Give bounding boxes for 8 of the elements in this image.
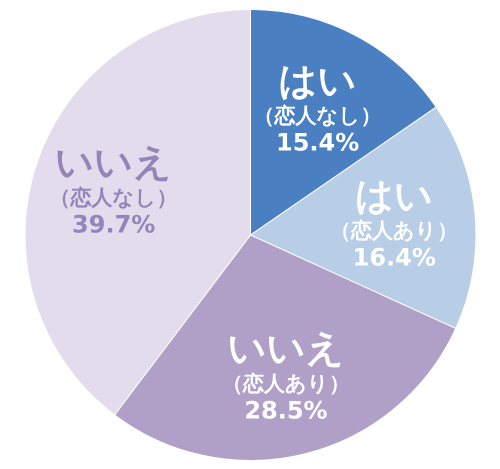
data-label: 16.4% xyxy=(352,244,436,272)
slice-label: はい（恋人あり） xyxy=(330,173,458,243)
data-label: 39.7% xyxy=(72,210,156,239)
slice-label: いいえ（恋人なし） xyxy=(50,140,178,210)
slice-label: いいえ（恋人あり） xyxy=(222,326,350,396)
data-label: 28.5% xyxy=(244,396,328,424)
data-label: 15.4% xyxy=(276,128,360,157)
slice-label: はい（恋人なし） xyxy=(254,58,382,128)
